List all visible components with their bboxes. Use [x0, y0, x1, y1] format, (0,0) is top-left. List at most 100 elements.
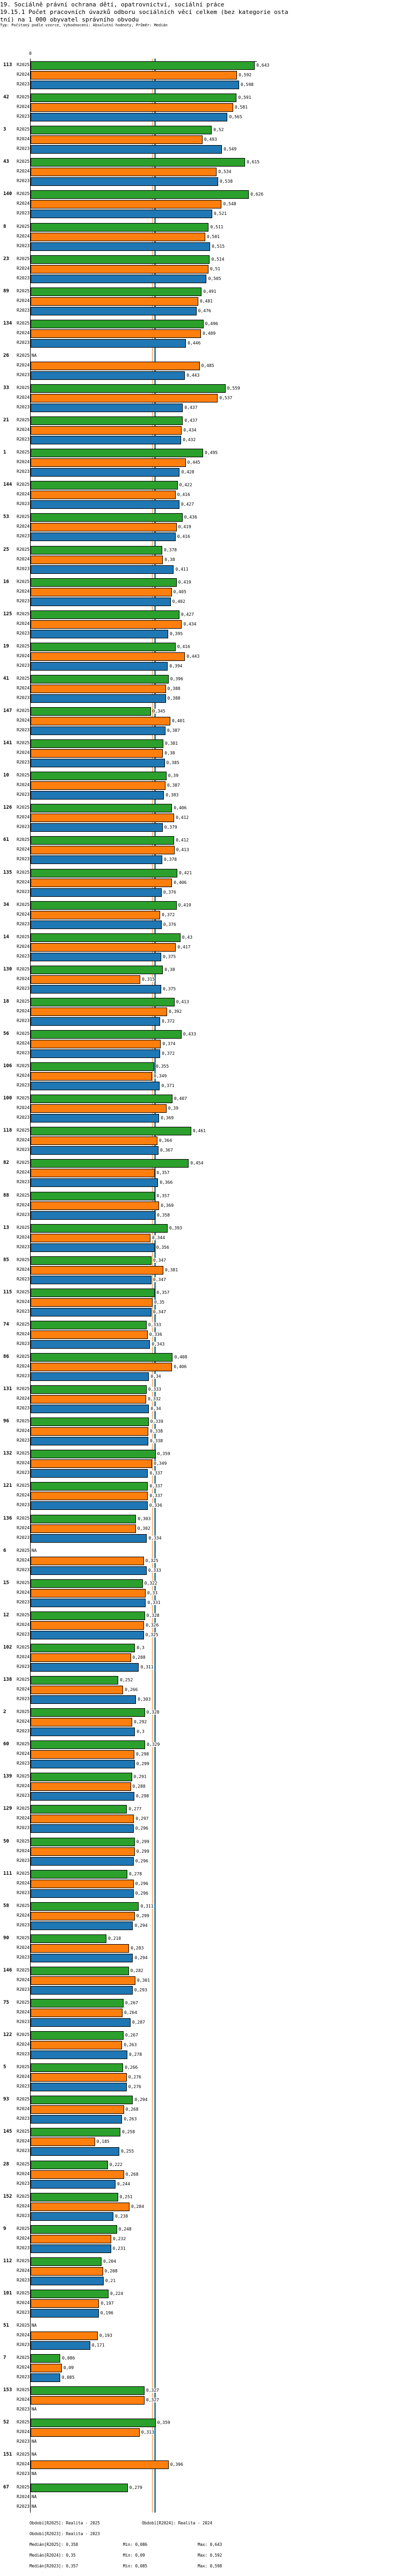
bar-r2023: [30, 81, 239, 89]
series-label: R2025: [17, 708, 30, 713]
bar-r2024: [30, 2428, 140, 2437]
value-label: 0,218: [108, 1935, 121, 1941]
bar-r2025: [30, 1417, 149, 1427]
median-line-r2023: [154, 59, 156, 2513]
series-label: R2023: [17, 824, 30, 830]
series-label: R2024: [17, 1170, 30, 1175]
series-label: R2023: [17, 2213, 30, 2218]
bar-r2025: [30, 642, 176, 651]
value-label: 0,428: [181, 470, 195, 475]
series-label: R2024: [17, 1589, 30, 1595]
bar-r2024: [30, 426, 182, 435]
bar-r2025: [30, 1579, 143, 1588]
bar-r2025: [30, 868, 177, 877]
bar-r2024: [30, 1750, 135, 1759]
series-label: R2024: [17, 1848, 30, 1853]
series-label: R2025: [17, 1160, 30, 1165]
series-label: R2023: [17, 146, 30, 152]
bar-r2024: [30, 1104, 167, 1113]
x-tick-label-0: 0: [29, 51, 32, 56]
bar-r2024: [30, 975, 141, 984]
value-label: 0,238: [115, 2213, 128, 2219]
value-label: 0,38: [164, 751, 175, 756]
series-label: R2025: [17, 450, 30, 455]
series-label: R2023: [17, 1470, 30, 1476]
series-label: R2025: [17, 2355, 30, 2361]
series-label: R2023: [17, 1373, 30, 1378]
bar-r2024: [30, 1718, 133, 1727]
value-label: 0,372: [162, 1051, 175, 1056]
series-label: R2024: [17, 2300, 30, 2305]
group-label: 61: [3, 837, 9, 843]
bar-r2023: [30, 1857, 134, 1866]
bar-r2023: [30, 1114, 160, 1123]
value-label: 0,387: [167, 728, 180, 733]
group-label: 126: [3, 805, 12, 811]
group-label: 12: [3, 1612, 9, 1618]
value-label: 0,357: [156, 1170, 170, 1176]
series-label: R2023: [17, 1599, 30, 1604]
group-label: 141: [3, 740, 12, 746]
series-label: R2025: [17, 62, 30, 67]
series-label: R2025: [17, 1935, 30, 1940]
series-label: R2025: [17, 1612, 30, 1617]
value-label: 0,387: [167, 783, 180, 788]
bar-r2025: [30, 2354, 61, 2363]
value-label: 0,085: [61, 2375, 75, 2380]
bar-r2024: [30, 942, 176, 952]
value-label: 0,437: [184, 418, 198, 423]
bar-r2023: [30, 2147, 120, 2156]
value-label: 0,381: [164, 1267, 178, 1272]
bar-r2025: [30, 1773, 132, 1782]
bar-r2023: [30, 1889, 134, 1898]
series-label: R2024: [17, 1041, 30, 1046]
series-label: R2025: [17, 1192, 30, 1198]
chart-section-title: 19. Sociálně právní ochrana dětí, opatro…: [0, 1, 225, 8]
bar-r2025: [30, 2386, 145, 2395]
bar-r2023: [30, 1049, 161, 1058]
bar-r2023: [30, 984, 162, 994]
group-label: 93: [3, 2097, 9, 2103]
bar-r2023: [30, 1760, 135, 1769]
value-label: 0,581: [234, 105, 248, 110]
series-label: R2025: [17, 95, 30, 100]
bar-r2023: [30, 1082, 160, 1091]
group-label: 129: [3, 1806, 12, 1812]
series-label: R2025: [17, 1289, 30, 1294]
bar-r2023: [30, 1824, 134, 1833]
bar-r2023: [30, 726, 165, 735]
group-label: 75: [3, 2000, 9, 2005]
series-label: R2024: [17, 1460, 30, 1466]
bar-r2025: [30, 1450, 156, 1459]
group-label: 53: [3, 514, 9, 520]
series-label: R2025: [17, 1031, 30, 1036]
bar-r2023: [30, 2050, 128, 2060]
series-label: R2023: [17, 1793, 30, 1798]
bar-r2024: [30, 2299, 99, 2308]
bar-r2025: [30, 804, 172, 813]
value-label: 0,255: [121, 2149, 134, 2154]
series-label: R2023: [17, 598, 30, 603]
value-label: 0,461: [192, 1128, 206, 1134]
group-label: 5: [3, 2064, 6, 2070]
series-label: R2024: [17, 104, 30, 110]
value-label: 0,35: [154, 1299, 165, 1305]
value-label: 0,296: [135, 1890, 148, 1896]
bar-r2024: [30, 168, 217, 177]
bar-r2025: [30, 933, 181, 942]
bar-r2025: [30, 93, 237, 103]
group-label: 86: [3, 1354, 9, 1359]
value-label: 0,422: [179, 483, 192, 488]
group-label: 19: [3, 643, 9, 649]
value-label: 0,311: [140, 1664, 154, 1670]
bar-r2023: [30, 1437, 149, 1446]
series-label: R2023: [17, 1212, 30, 1217]
value-label: 0,443: [186, 653, 200, 659]
bar-r2023: [30, 468, 180, 477]
group-label: 131: [3, 1386, 12, 1392]
median-line-r2024: [152, 59, 153, 2513]
group-label: 152: [3, 2193, 12, 2199]
value-label: 0,276: [128, 2084, 141, 2090]
series-label: R2025: [17, 1806, 30, 1811]
series-label: R2024: [17, 1880, 30, 1886]
